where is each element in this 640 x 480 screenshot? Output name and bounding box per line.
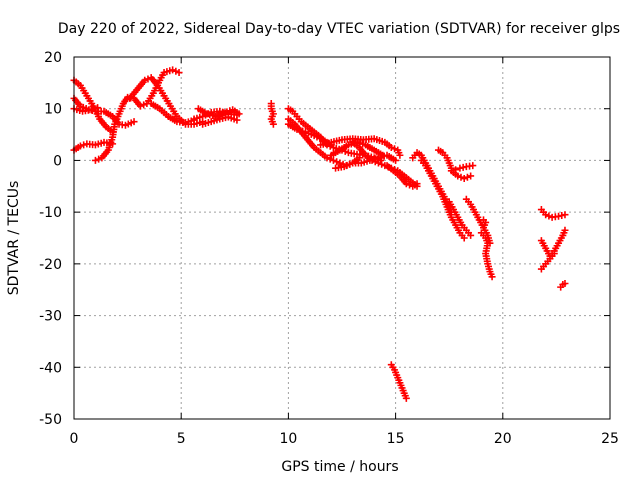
data-point	[95, 155, 103, 163]
data-series-arc-24	[445, 198, 475, 239]
data-point	[141, 76, 149, 84]
data-series-arc-29	[537, 206, 569, 221]
data-point	[392, 156, 400, 164]
data-series-arc-30	[537, 226, 569, 260]
data-point	[169, 66, 177, 74]
data-point	[175, 69, 183, 77]
data-point	[542, 211, 550, 219]
data-point	[545, 212, 553, 220]
data-point	[467, 172, 475, 180]
data-point	[269, 120, 277, 128]
data-series-arc-11	[267, 100, 277, 128]
x-axis-ticks: 0 5 10 15 20 25	[70, 57, 619, 447]
data-point	[374, 159, 382, 167]
data-point	[402, 394, 410, 402]
data-point	[480, 224, 488, 232]
y-tick-label: 20	[44, 50, 62, 66]
plot-frame	[73, 56, 611, 420]
data-series-arc-2	[70, 94, 138, 129]
data-points	[70, 66, 569, 402]
data-point	[136, 102, 144, 110]
x-tick-label: 25	[601, 431, 619, 447]
data-series-arc-9	[194, 105, 243, 120]
data-point	[130, 118, 138, 126]
data-point	[76, 142, 84, 150]
data-point	[467, 231, 475, 239]
data-point	[413, 180, 421, 188]
data-series-arc-22	[417, 156, 468, 242]
data-point	[457, 173, 465, 181]
data-point	[371, 158, 379, 166]
x-tick-label: 20	[494, 431, 512, 447]
data-point	[94, 104, 102, 112]
data-point	[469, 162, 477, 170]
data-series-arc-19	[383, 162, 421, 190]
data-point	[561, 211, 569, 219]
y-tick-label: -10	[39, 205, 62, 221]
y-tick-label: 0	[53, 153, 62, 169]
data-point	[326, 155, 334, 163]
data-point	[140, 101, 148, 109]
data-series-arc-31	[537, 250, 558, 273]
x-tick-label: 0	[70, 431, 79, 447]
data-point	[561, 226, 569, 234]
data-series-arc-10	[199, 113, 241, 128]
y-tick-label: -20	[39, 257, 62, 273]
y-tick-label: -30	[39, 309, 62, 325]
data-point	[402, 180, 410, 188]
data-series-arc-27	[477, 229, 496, 281]
data-point	[233, 116, 241, 124]
data-point	[387, 144, 395, 151]
y-tick-label: -40	[39, 360, 62, 376]
data-point	[323, 154, 331, 162]
data-series-arc-25	[447, 167, 475, 183]
data-point	[378, 160, 386, 168]
data-point	[368, 156, 376, 164]
data-point	[87, 106, 95, 114]
data-point	[463, 173, 471, 181]
data-point	[396, 151, 404, 159]
data-point	[329, 156, 337, 164]
data-series-arc-20	[387, 361, 410, 402]
data-point	[488, 273, 496, 281]
data-point	[460, 175, 468, 183]
data-point	[80, 141, 88, 149]
data-series-arc-26	[462, 195, 494, 247]
y-axis-label: SDTVAR / TECUs	[6, 181, 22, 296]
data-point	[172, 67, 180, 75]
data-point	[90, 105, 98, 113]
data-point	[550, 250, 558, 258]
data-series-arc-4	[70, 138, 117, 154]
x-tick-label: 15	[387, 431, 405, 447]
x-tick-label: 5	[177, 431, 186, 447]
chart-title: Day 220 of 2022, Sidereal Day-to-day VTE…	[58, 21, 620, 37]
data-series-arc-32	[557, 280, 569, 291]
grid	[74, 57, 610, 419]
data-point	[561, 280, 569, 288]
y-tick-label: 10	[44, 102, 62, 118]
data-point	[391, 145, 399, 153]
data-point	[333, 158, 341, 166]
y-axis-ticks: -50 -40 -30 -20 -10 0 10 20	[39, 50, 610, 428]
data-point	[91, 156, 99, 164]
data-point	[454, 172, 462, 180]
data-series-arc-23	[434, 146, 477, 174]
data-series-arc-28	[480, 216, 490, 232]
x-tick-label: 10	[279, 431, 297, 447]
y-tick-label: -50	[39, 412, 62, 428]
x-axis-label: GPS time / hours	[281, 459, 398, 475]
data-point	[460, 234, 468, 242]
data-point	[235, 110, 243, 118]
data-point	[336, 159, 344, 167]
